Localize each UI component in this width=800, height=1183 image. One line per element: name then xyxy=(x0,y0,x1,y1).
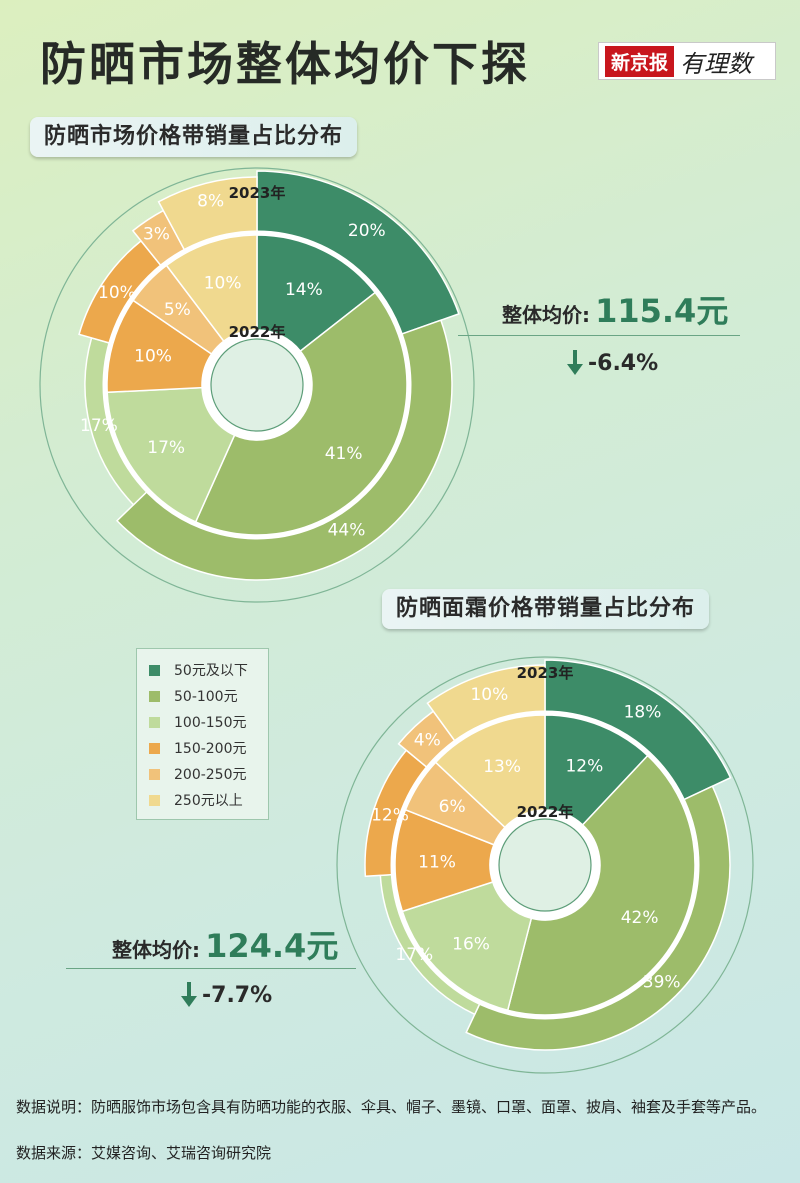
ring-separator xyxy=(390,710,700,1020)
brand-logo: 新京报 有理数 xyxy=(598,42,776,80)
chart1-donut: 2023年 2022年 20% 44% 17% 10% 3% 8% 14% 41% 17% 10% 5%… xyxy=(39,167,475,603)
slice-label: 4% xyxy=(414,731,441,751)
down-arrow-icon xyxy=(181,982,197,1007)
outer-year-label: 2023年 xyxy=(229,184,286,202)
chart1-average: 整体均价: 115.4元 xyxy=(502,286,728,332)
data-source: 数据来源：艾媒咨询、艾瑞咨询研究院 xyxy=(16,1144,272,1162)
chart2-average-value: 124.4元 xyxy=(205,927,339,965)
slice-label: 17% xyxy=(147,438,185,458)
legend-item: 150-200元 xyxy=(149,735,256,761)
slice-label: 12% xyxy=(565,757,603,777)
page-title: 防晒市场整体均价下探 xyxy=(40,37,530,91)
chart1-average-label: 整体均价: xyxy=(502,303,590,327)
legend-item: 200-250元 xyxy=(149,761,256,787)
inner-year-label: 2022年 xyxy=(229,323,286,341)
chart1-change-value: -6.4% xyxy=(588,350,659,376)
legend-label: 250元以上 xyxy=(174,793,243,809)
brand-column: 有理数 xyxy=(680,49,753,78)
legend-swatch xyxy=(149,768,160,780)
outer-ring-outline xyxy=(336,656,754,1074)
chart2-title: 防晒面霜价格带销量占比分布 xyxy=(382,589,710,629)
slice-label: 10% xyxy=(470,685,508,705)
chart1-title: 防晒市场价格带销量占比分布 xyxy=(30,117,358,157)
slice-label: 11% xyxy=(418,853,456,873)
slice-label: 6% xyxy=(439,797,466,817)
inner-year-label: 2022年 xyxy=(517,803,574,821)
slice-label: 44% xyxy=(328,521,366,541)
chart2-change-value: -7.7% xyxy=(202,982,273,1008)
slice-label: 20% xyxy=(348,221,386,241)
chart1-average-value: 115.4元 xyxy=(595,292,729,330)
legend-label: 200-250元 xyxy=(174,767,247,783)
slice-label: 10% xyxy=(134,347,172,367)
slice-label: 3% xyxy=(143,224,170,244)
chart2-average: 整体均价: 124.4元 xyxy=(112,921,338,967)
chart2-change: -7.7% xyxy=(180,982,272,1008)
slice-label: 14% xyxy=(285,280,323,300)
center-disc xyxy=(498,818,592,912)
chart2-leader-line xyxy=(66,968,356,969)
slice-label: 5% xyxy=(164,300,191,320)
slice-label: 42% xyxy=(621,908,659,928)
slice-label: 16% xyxy=(452,935,490,955)
legend-swatch xyxy=(149,690,160,702)
chart2-average-label: 整体均价: xyxy=(112,938,200,962)
slice-label: 18% xyxy=(624,702,662,722)
down-arrow-icon xyxy=(567,350,583,375)
center-disc xyxy=(210,338,304,432)
slice-label: 10% xyxy=(204,274,242,294)
legend-item: 250元以上 xyxy=(149,787,256,813)
chart1-change: -6.4% xyxy=(566,350,658,376)
brand-name: 新京报 xyxy=(605,45,675,77)
legend-swatch xyxy=(149,716,160,728)
legend-swatch xyxy=(149,794,160,806)
legend-label: 50元及以下 xyxy=(174,663,248,679)
slice-label: 12% xyxy=(371,806,409,826)
outer-year-label: 2023年 xyxy=(517,664,574,682)
legend-label: 50-100元 xyxy=(174,689,238,705)
legend-item: 50-100元 xyxy=(149,683,256,709)
chart2-donut: 2023年 2022年 18% 39% 17% 12% 4% 10% 12% 42% 16% 11% 6… xyxy=(336,656,754,1074)
legend: 50元及以下 50-100元 100-150元 150-200元 200-250元 250… xyxy=(136,648,269,820)
legend-swatch xyxy=(149,664,160,676)
slice-label: 8% xyxy=(197,192,224,212)
outer-ring-outline xyxy=(39,167,475,603)
legend-swatch xyxy=(149,742,160,754)
legend-label: 150-200元 xyxy=(174,741,247,757)
slice-label: 41% xyxy=(325,444,363,464)
data-note: 数据说明：防晒服饰市场包含具有防晒功能的衣服、伞具、帽子、墨镜、口罩、面罩、披肩… xyxy=(16,1098,767,1116)
legend-item: 50元及以下 xyxy=(149,657,256,683)
slice-label: 17% xyxy=(395,945,433,965)
slice-label: 13% xyxy=(483,757,521,777)
legend-label: 100-150元 xyxy=(174,715,247,731)
ring-separator xyxy=(102,230,412,540)
chart1-leader-line xyxy=(458,335,740,336)
slice-label: 17% xyxy=(80,416,118,436)
slice-label: 39% xyxy=(643,973,681,993)
slice-label: 10% xyxy=(98,283,136,303)
legend-item: 100-150元 xyxy=(149,709,256,735)
